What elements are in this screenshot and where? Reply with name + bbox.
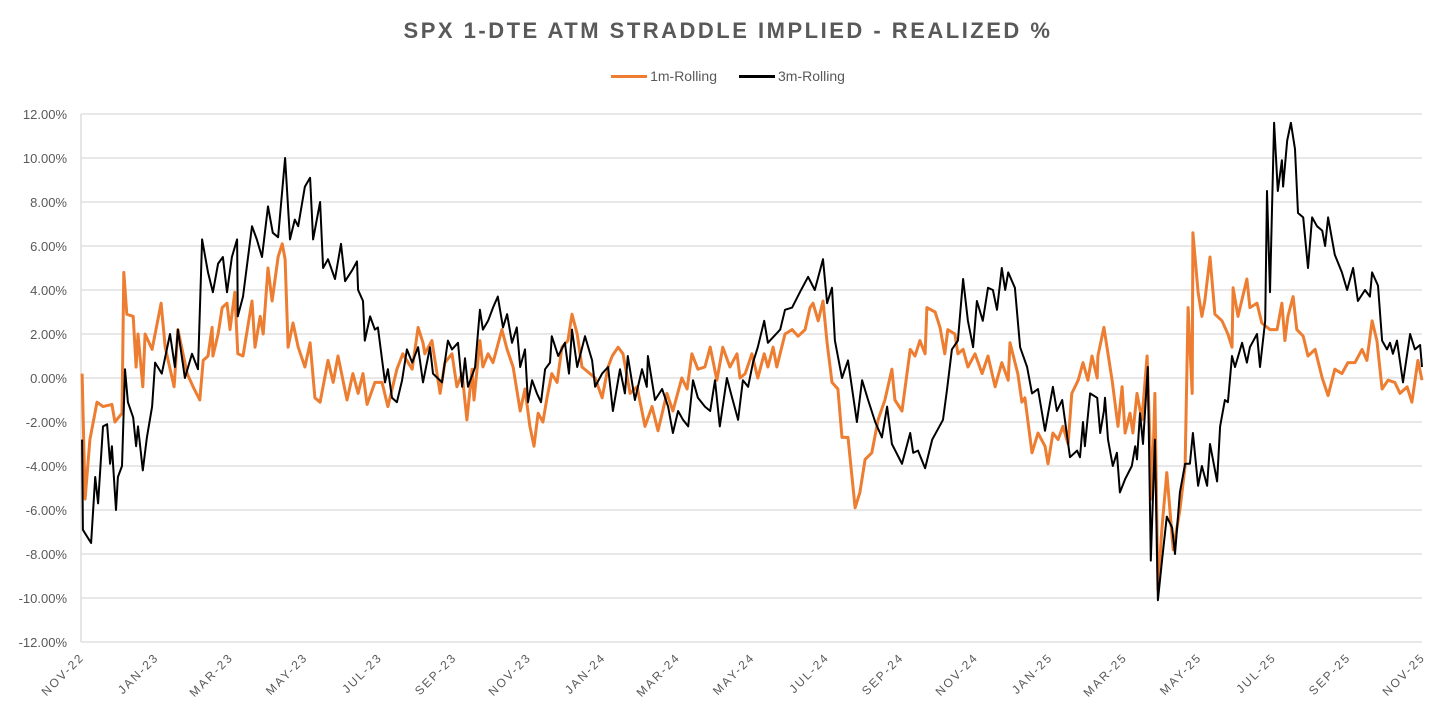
x-tick-label: JUL-23 <box>339 650 385 696</box>
x-tick-label: MAR-23 <box>187 650 237 700</box>
series-line-1m-rolling <box>80 231 1424 591</box>
x-tick-label: SEP-24 <box>859 650 907 698</box>
chart-title: SPX 1-DTE ATM STRADDLE IMPLIED - REALIZE… <box>403 18 1053 43</box>
y-tick-label: 4.00% <box>30 283 67 298</box>
y-tick-label: -8.00% <box>26 547 68 562</box>
x-tick-label: JAN-23 <box>115 650 162 697</box>
x-tick-label: NOV-22 <box>39 650 88 699</box>
x-tick-label: NOV-23 <box>486 650 535 699</box>
y-tick-label: -12.00% <box>19 635 68 650</box>
y-axis: 12.00% 10.00% 8.00% 6.00% 4.00% 2.00% 0.00% -2.… <box>19 107 68 650</box>
legend: 1m-Rolling 3m-Rolling <box>0 68 1456 84</box>
legend-item-3m: 3m-Rolling <box>739 68 845 84</box>
x-tick-label: JUL-24 <box>786 650 832 696</box>
x-tick-label: JAN-24 <box>562 650 609 697</box>
legend-swatch-3m <box>739 74 775 78</box>
legend-label-3m: 3m-Rolling <box>778 68 845 84</box>
y-tick-label: -10.00% <box>19 591 68 606</box>
y-tick-label: 8.00% <box>30 195 67 210</box>
series-lines <box>80 121 1424 602</box>
legend-item-1m: 1m-Rolling <box>611 68 717 84</box>
x-axis: NOV-22 JAN-23 MAR-23 MAY-23 JUL-23 SEP-23 NOV-… <box>39 650 1429 700</box>
y-tick-label: -2.00% <box>26 415 68 430</box>
series-line-3m-rolling <box>81 121 1423 602</box>
x-tick-label: MAY-23 <box>263 650 311 698</box>
x-tick-label: NOV-25 <box>1380 650 1429 699</box>
legend-swatch-1m <box>611 74 648 78</box>
y-tick-label: 6.00% <box>30 239 67 254</box>
y-tick-label: -6.00% <box>26 503 68 518</box>
x-tick-label: NOV-24 <box>933 650 982 699</box>
x-tick-label: JAN-25 <box>1009 650 1056 697</box>
x-tick-label: MAR-24 <box>634 650 684 700</box>
x-tick-label: SEP-25 <box>1306 650 1354 698</box>
x-tick-label: MAY-25 <box>1157 650 1205 698</box>
legend-label-1m: 1m-Rolling <box>650 68 717 84</box>
y-tick-label: 12.00% <box>23 107 68 122</box>
x-tick-label: SEP-23 <box>412 650 460 698</box>
y-tick-label: 2.00% <box>30 327 67 342</box>
y-tick-label: 0.00% <box>30 371 67 386</box>
x-tick-label: MAR-25 <box>1081 650 1131 700</box>
gridlines <box>80 113 1422 643</box>
x-tick-label: JUL-25 <box>1233 650 1279 696</box>
y-tick-label: 10.00% <box>23 151 68 166</box>
x-tick-label: MAY-24 <box>710 650 758 698</box>
y-tick-label: -4.00% <box>26 459 68 474</box>
